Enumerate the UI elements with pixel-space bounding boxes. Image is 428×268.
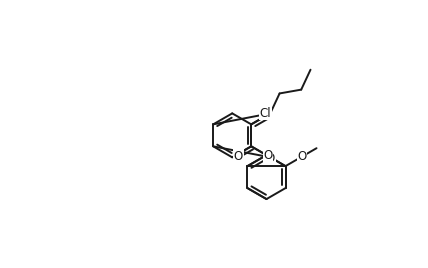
Text: Cl: Cl <box>259 107 271 120</box>
Text: O: O <box>266 152 275 165</box>
Text: O: O <box>234 150 243 163</box>
Text: O: O <box>263 150 273 162</box>
Text: O: O <box>297 150 307 163</box>
